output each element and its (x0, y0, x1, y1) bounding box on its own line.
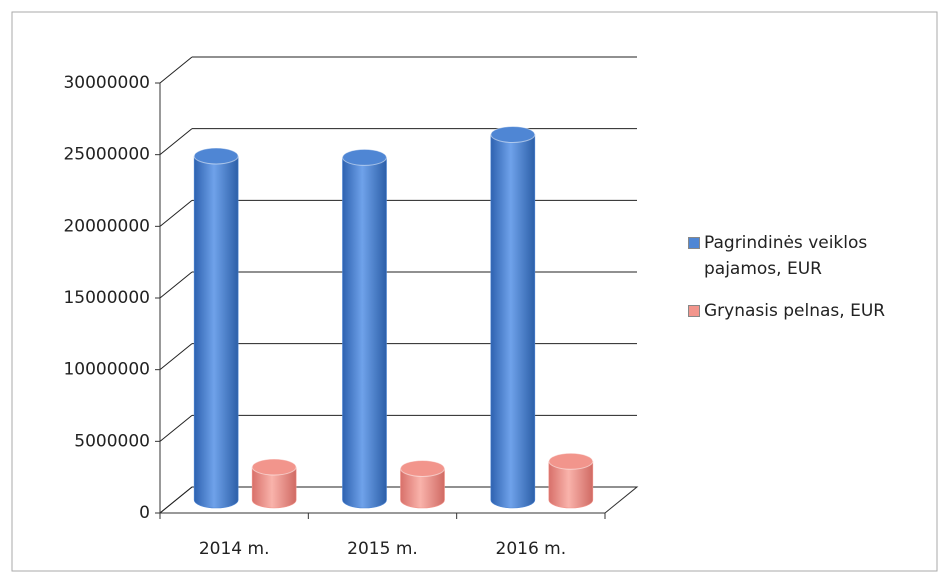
cylinder (490, 134, 536, 509)
legend-item: Grynasis pelnas, EUR (688, 298, 938, 324)
legend-label: Grynasis pelnas, EUR (704, 301, 886, 321)
y-tick-label: 30000000 (63, 73, 150, 93)
grid-line-side (159, 414, 193, 442)
cylinder (193, 155, 239, 509)
cylinder (342, 157, 387, 509)
x-tick-label: 2015 m. (347, 539, 418, 559)
cylinder-top (193, 147, 239, 165)
cylinder (251, 466, 297, 509)
grid-line-side (159, 56, 193, 84)
y-tick-label: 5000000 (74, 431, 150, 451)
grid-line-side (159, 128, 193, 156)
x-tick-label: 2014 m. (199, 539, 270, 559)
y-tick-label: 10000000 (63, 360, 150, 380)
cylinder (548, 461, 594, 509)
chart-frame (11, 11, 938, 572)
legend-swatch (688, 237, 700, 249)
legend-item: Pagrindinės veiklos pajamos, EUR (688, 230, 938, 282)
grid-line-side (159, 271, 193, 299)
cylinder (400, 468, 445, 509)
y-tick-label: 15000000 (63, 288, 150, 308)
y-tick-label: 20000000 (63, 216, 150, 236)
legend-swatch (688, 305, 700, 317)
cylinder-top (548, 452, 594, 470)
x-tick-label: 2016 m. (496, 539, 567, 559)
y-tick-label: 0 (139, 503, 150, 523)
cylinder-top (490, 126, 536, 143)
grid-line-side (159, 343, 193, 371)
y-tick-label: 25000000 (63, 145, 150, 165)
grid-line-side (159, 199, 193, 227)
cylinder-top (342, 148, 387, 166)
legend: Pagrindinės veiklos pajamos, EUR Grynasis… (688, 230, 938, 340)
cylinder-top (251, 458, 297, 476)
cylinder-top (400, 459, 445, 477)
grid-line-side (159, 486, 193, 514)
legend-label: Pagrindinės veiklos pajamos, EUR (704, 233, 868, 279)
